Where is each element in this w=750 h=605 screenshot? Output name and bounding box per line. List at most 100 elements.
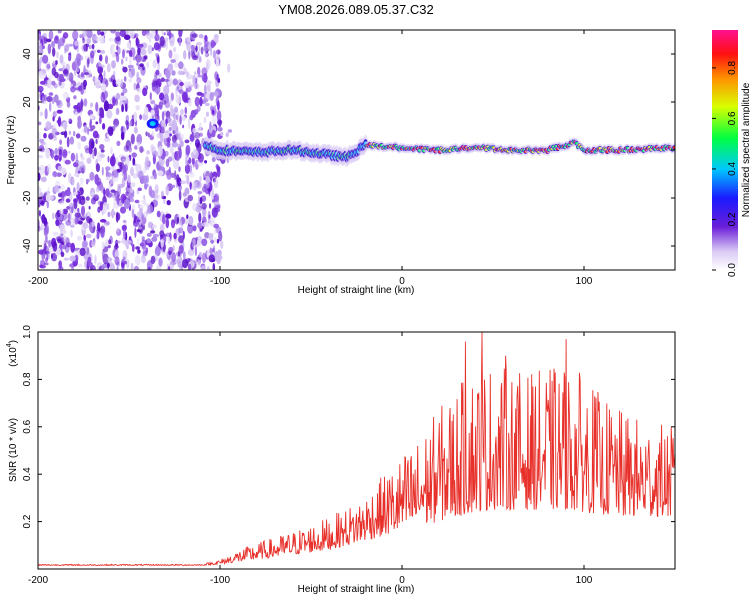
heatmap-noise-cell xyxy=(69,255,76,262)
heatmap-noise-cell xyxy=(133,126,138,134)
heatmap-noise-cell xyxy=(190,44,195,50)
heatmap-noise-cell xyxy=(171,70,176,76)
heatmap-noise-cell xyxy=(227,63,231,73)
heatmap-noise-cell xyxy=(40,259,46,267)
heatmap-noise-cell xyxy=(209,92,214,101)
heatmap-noise-cell xyxy=(80,98,84,109)
heatmap-noise-cell xyxy=(215,96,220,107)
heatmap-noise-cell xyxy=(178,166,181,173)
heatmap-noise-cell xyxy=(112,48,116,58)
heatmap-noise-cell xyxy=(154,85,161,94)
heatmap-noise-cell xyxy=(76,182,80,193)
heatmap-noise-cell xyxy=(115,92,120,100)
snr-panel: -200 -100 0 100 0.2 0.4 0.6 0.8 1.0 Height of st… xyxy=(6,325,676,595)
heatmap-noise-cell xyxy=(151,150,159,158)
heatmap-noise-cell xyxy=(70,229,73,238)
heatmap-noise-cell xyxy=(38,164,46,175)
heatmap-noise-cell xyxy=(83,222,88,230)
heatmap-noise-cell xyxy=(192,182,195,187)
heatmap-noise-cell xyxy=(42,54,49,64)
heatmap-noise-cell xyxy=(176,258,182,266)
heatmap-noise-cell xyxy=(191,33,198,38)
heatmap-noise-cell xyxy=(211,207,218,218)
heatmap-noise-cell xyxy=(136,38,140,49)
heatmap-noise-cell xyxy=(175,94,182,104)
heatmap-noise-cell xyxy=(52,47,56,57)
heatmap-noise-cell xyxy=(209,121,212,130)
heatmap-noise-cell xyxy=(58,192,62,198)
heatmap-noise-cell xyxy=(106,203,110,210)
heatmap-noise-cell xyxy=(173,46,177,53)
heatmap-noise-cell xyxy=(204,232,210,239)
heatmap-noise-cell xyxy=(195,206,202,213)
heatmap-noise-cell xyxy=(100,219,107,223)
heatmap-noise-cell xyxy=(205,111,210,117)
snr-scale-label: (x104) xyxy=(6,340,19,367)
heatmap-noise-cell xyxy=(161,30,164,36)
colorbar-gradient xyxy=(712,30,738,270)
heatmap-noise-cell xyxy=(51,252,58,262)
heatmap-noise-cell xyxy=(208,185,211,197)
heatmap-noise-cell xyxy=(98,60,102,67)
heatmap-noise-cell xyxy=(140,254,146,264)
heatmap-noise-cell xyxy=(57,99,62,105)
heatmap-noise-cell xyxy=(186,214,189,219)
heatmap-noise-cell xyxy=(157,62,160,71)
heatmap-noise-cell xyxy=(126,50,131,54)
heatmap-noise-cell xyxy=(67,187,71,193)
heatmap-noise-cell xyxy=(159,36,165,47)
heatmap-noise-cell xyxy=(164,132,170,139)
heatmap-noise-cell xyxy=(206,266,210,270)
heatmap-noise-cell xyxy=(147,204,154,214)
heatmap-noise-cell xyxy=(66,100,71,108)
heatmap-y-tick-label: 40 xyxy=(22,48,33,60)
heatmap-noise-cell xyxy=(176,216,180,224)
heatmap-noise-cell xyxy=(170,172,176,178)
heatmap-noise-cell xyxy=(216,238,220,244)
heatmap-noise-cell xyxy=(134,227,137,239)
heatmap-noise-cell xyxy=(137,47,141,56)
heatmap-noise-cell xyxy=(62,208,68,215)
heatmap-noise-cell xyxy=(44,108,48,120)
heatmap-noise-cell xyxy=(40,100,47,105)
heatmap-noise-cell xyxy=(57,41,61,50)
heatmap-noise-cell xyxy=(217,127,223,132)
heatmap-noise-cell xyxy=(136,141,141,150)
heatmap-noise-cell xyxy=(38,249,44,255)
heatmap-noise-cell xyxy=(165,118,168,125)
heatmap-noise-cell xyxy=(203,116,207,124)
heatmap-noise-cell xyxy=(41,96,45,103)
heatmap-noise-cell xyxy=(155,30,158,35)
heatmap-noise-cell xyxy=(95,101,99,112)
heatmap-noise-cell xyxy=(51,67,57,76)
heatmap-noise-cell xyxy=(116,227,120,233)
heatmap-noise-cell xyxy=(92,130,99,139)
heatmap-noise-cell xyxy=(146,238,152,244)
heatmap-noise-cell xyxy=(173,113,177,121)
heatmap-noise-cell xyxy=(48,239,52,248)
snr-series-line xyxy=(38,332,675,567)
heatmap-noise-cell xyxy=(210,47,213,57)
heatmap-noise-cell xyxy=(87,127,90,136)
heatmap-noise-cell xyxy=(52,116,55,122)
heatmap-noise-cell xyxy=(79,247,86,257)
heatmap-noise-cell xyxy=(57,116,62,127)
heatmap-noise-cell xyxy=(190,84,194,88)
heatmap-noise-cell xyxy=(145,131,148,137)
heatmap-noise-cell xyxy=(205,175,210,184)
heatmap-noise-cell xyxy=(56,51,59,59)
heatmap-noise-cell xyxy=(150,230,156,234)
heatmap-noise-cell xyxy=(192,181,198,191)
heatmap-noise-cell xyxy=(198,34,204,39)
heatmap-noise-cell xyxy=(60,184,65,191)
heatmap-noise-cell xyxy=(201,74,208,83)
heatmap-noise-cell xyxy=(117,161,123,167)
heatmap-noise-cell xyxy=(122,256,126,261)
heatmap-noise-cell xyxy=(170,92,174,101)
heatmap-noise-cell xyxy=(195,258,199,263)
heatmap-noise-cell xyxy=(75,159,79,164)
heatmap-noise-cell xyxy=(46,200,49,209)
heatmap-noise-cell xyxy=(209,247,213,255)
heatmap-noise-cell xyxy=(187,37,191,44)
heatmap-noise-cell xyxy=(187,263,192,270)
